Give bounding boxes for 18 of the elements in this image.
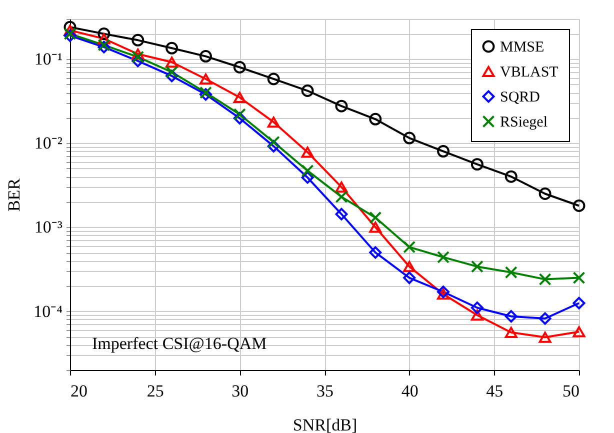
legend-label: VBLAST <box>500 64 558 80</box>
y-axis-title: BER <box>4 178 24 212</box>
legend-label: RSiegel <box>500 114 548 130</box>
y-tick-label: 10⁻¹ <box>34 50 62 69</box>
x-tick-label: 40 <box>401 382 418 400</box>
y-tick-label: 10⁻⁴ <box>34 302 63 321</box>
x-axis-title: SNR[dB] <box>292 416 358 433</box>
x-tick-label: 45 <box>486 382 504 400</box>
y-tick-label: 10⁻³ <box>34 218 62 237</box>
legend-label: MMSE <box>500 40 544 56</box>
legend-label: SQRD <box>500 90 540 106</box>
x-tick-label: 20 <box>70 382 88 400</box>
x-tick-label: 35 <box>316 382 334 400</box>
x-tick-label: 25 <box>146 382 164 400</box>
y-tick-label: 10⁻² <box>34 134 62 153</box>
x-tick-label: 30 <box>232 382 249 400</box>
x-tick-label: 50 <box>562 382 580 400</box>
annotation: Imperfect CSI@16-QAM <box>92 334 267 353</box>
